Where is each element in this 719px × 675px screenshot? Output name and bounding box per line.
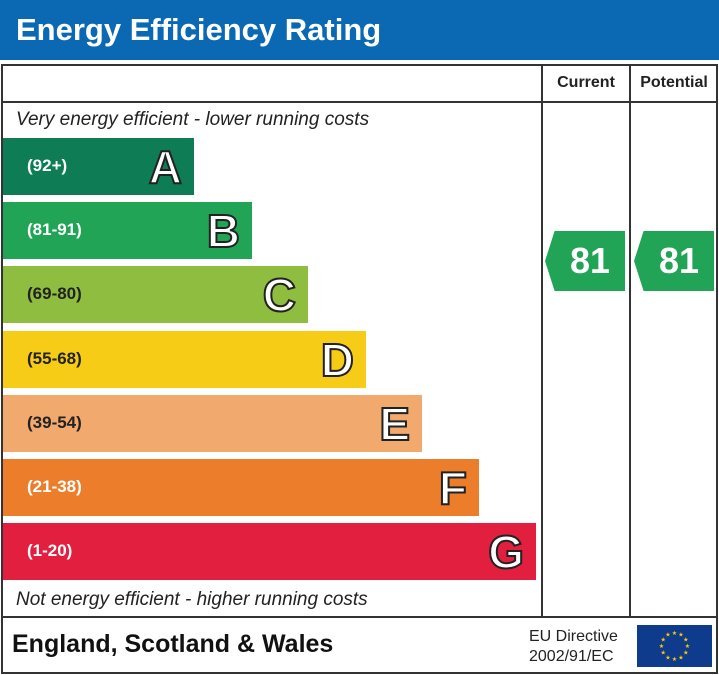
svg-text:★: ★ xyxy=(661,637,666,644)
svg-text:★: ★ xyxy=(678,654,683,661)
band-c: (69-80) C xyxy=(3,266,308,324)
rating-frame xyxy=(1,64,718,674)
band-letter: A xyxy=(148,140,183,194)
column-divider xyxy=(541,64,543,618)
band-range: (92+) xyxy=(27,156,68,175)
band-letter: D xyxy=(320,333,355,387)
svg-text:★: ★ xyxy=(685,643,690,650)
directive-line1: EU Directive xyxy=(529,628,618,645)
band-a: (92+) A xyxy=(3,138,194,195)
band-range: (69-80) xyxy=(27,284,82,304)
band-letter: E xyxy=(378,397,411,451)
current-column-header: Current xyxy=(557,74,615,91)
eu-directive: EU Directive 2002/91/EC xyxy=(529,627,618,667)
band-range: (21-38) xyxy=(27,477,82,496)
band-range: (55-68) xyxy=(27,348,82,368)
band-range: (1-20) xyxy=(27,541,73,561)
svg-text:★: ★ xyxy=(661,650,666,657)
bottom-note: Not energy efficient - higher running co… xyxy=(16,589,368,610)
directive-line2: 2002/91/EC xyxy=(529,648,614,665)
svg-text:★: ★ xyxy=(683,650,688,657)
band-letter: B xyxy=(206,204,241,258)
band-letter: G xyxy=(487,525,525,579)
potential-rating-arrow: 81 xyxy=(634,231,714,291)
footer-divider xyxy=(1,616,718,618)
band-range: (81-91) xyxy=(27,220,82,240)
band-f: (21-38) F xyxy=(3,459,479,516)
potential-column-header: Potential xyxy=(640,74,708,91)
column-divider xyxy=(629,64,631,618)
region-label: England, Scotland & Wales xyxy=(12,630,334,658)
band-e: (39-54) E xyxy=(3,394,422,452)
band-letter: C xyxy=(262,268,297,322)
band-d: (55-68) D xyxy=(3,330,366,388)
svg-text:★: ★ xyxy=(672,656,677,663)
eu-flag-icon: ★★★★★★★★★ ★ ★★ xyxy=(637,625,712,667)
svg-text:★: ★ xyxy=(678,632,683,639)
top-note: Very energy efficient - lower running co… xyxy=(16,109,370,130)
current-rating-arrow: 81 xyxy=(545,231,625,291)
band-g: (1-20) G xyxy=(3,523,536,581)
band-letter: F xyxy=(438,461,468,515)
svg-text:★: ★ xyxy=(665,632,670,639)
header-divider xyxy=(1,101,718,103)
svg-text:★: ★ xyxy=(683,637,688,644)
band-range: (39-54) xyxy=(27,412,82,432)
band-b: (81-91) B xyxy=(3,202,252,260)
chart-title: Energy Efficiency Rating xyxy=(0,0,719,60)
svg-text:★: ★ xyxy=(672,630,677,637)
svg-text:★: ★ xyxy=(659,643,664,650)
svg-text:★: ★ xyxy=(665,654,670,661)
